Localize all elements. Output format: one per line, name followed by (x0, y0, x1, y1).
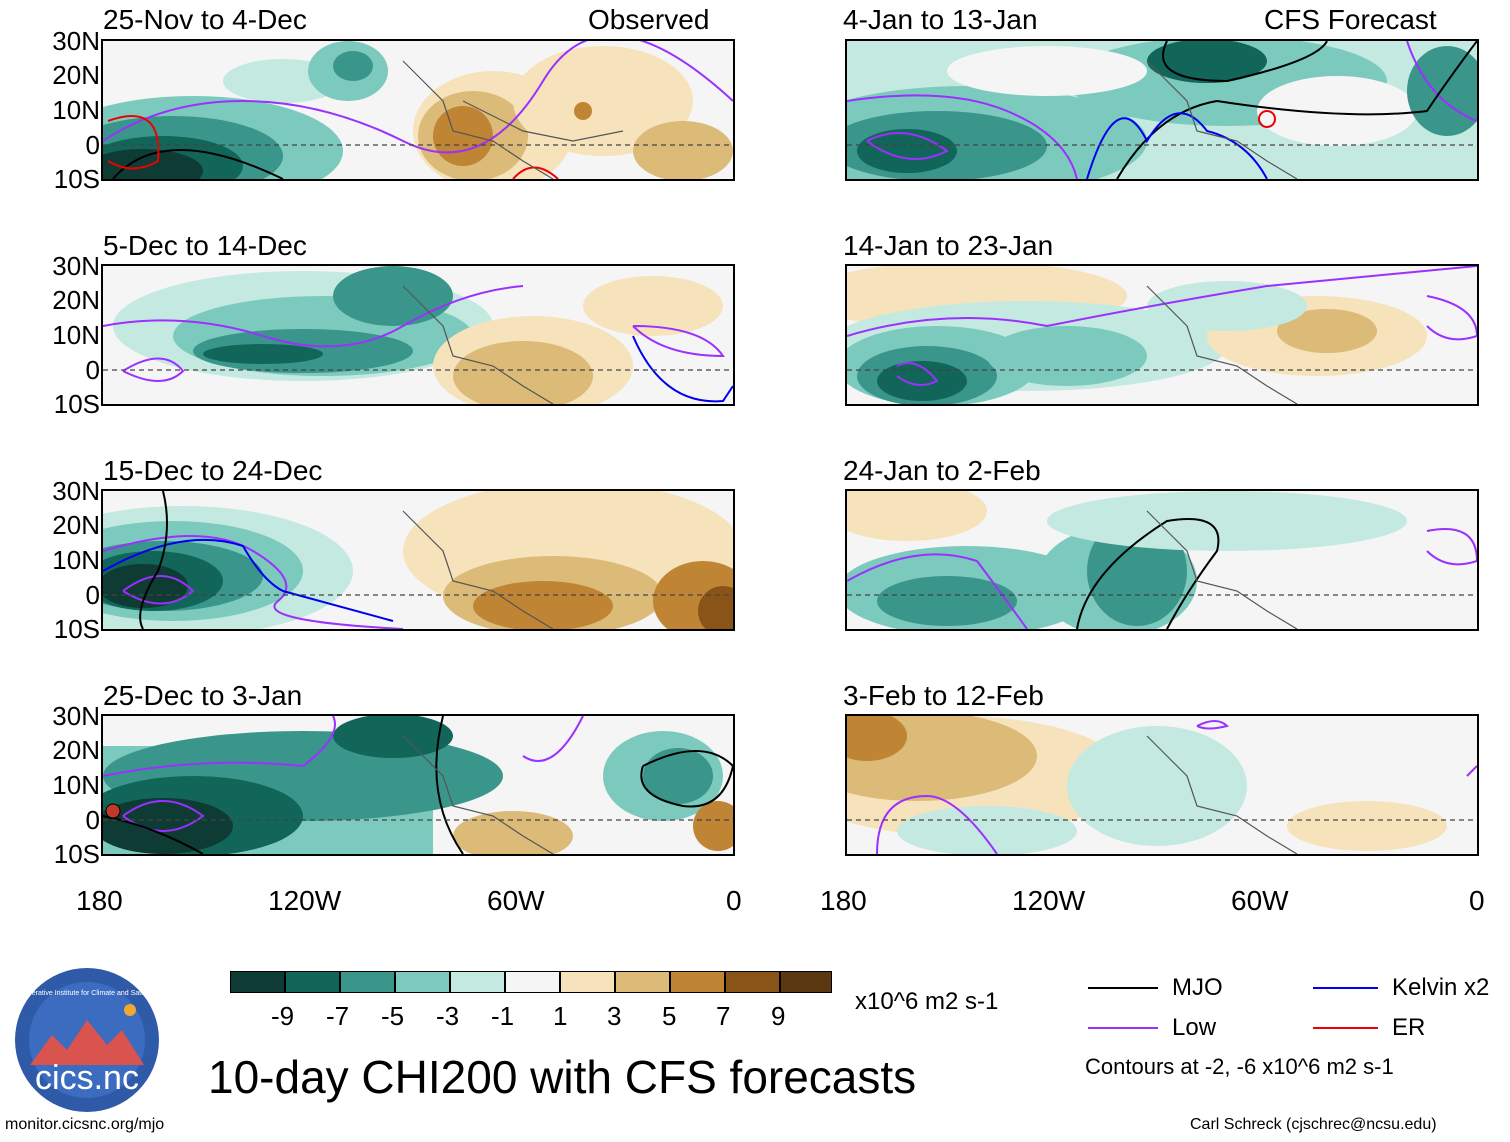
lon-label: 120W (268, 885, 342, 916)
panel-title: 25-Dec to 3-Jan (103, 680, 303, 711)
main-title: 10-day CHI200 with CFS forecasts (208, 1051, 917, 1103)
legend-label-mjo: MJO (1172, 974, 1223, 1001)
lat-label: 0 (85, 130, 100, 160)
contours-note: Contours at -2, -6 x10^6 m2 s-1 (1085, 1054, 1394, 1079)
colorbar-tick: -7 (326, 1001, 350, 1031)
lon-label: 0 (1469, 885, 1485, 916)
map-panel-forecast-1 (845, 39, 1479, 181)
lat-label: 0 (85, 580, 100, 610)
map-panel-observed-3 (101, 489, 735, 631)
footer-credit: Carl Schreck (cjschrec@ncsu.edu) (1190, 1116, 1437, 1133)
chi200-field (847, 41, 1477, 179)
lon-label: 60W (487, 885, 545, 916)
colorbar-swatch (230, 971, 285, 993)
colorbar-tick: -5 (381, 1001, 405, 1031)
footer-url: monitor.cicsnc.org/mjo (5, 1116, 165, 1133)
colorbar-tick: 3 (607, 1001, 622, 1031)
chi200-field (103, 41, 733, 179)
colorbar-swatch (615, 971, 670, 993)
map-panel-forecast-2 (845, 264, 1479, 406)
lat-label: 20N (52, 735, 100, 765)
map-panel-observed-1 (101, 39, 735, 181)
lat-label: 10N (52, 545, 100, 575)
lat-label: 30N (52, 476, 100, 506)
lat-label: 20N (52, 510, 100, 540)
legend-line-er (1313, 1027, 1378, 1029)
chi200-field (103, 266, 733, 404)
colorbar-tick: -3 (436, 1001, 460, 1031)
lon-label: 120W (1012, 885, 1086, 916)
colorbar-swatch (725, 971, 780, 993)
lat-label: 10N (52, 320, 100, 350)
panel-title: 4-Jan to 13-Jan (843, 4, 1038, 35)
colorbar-swatch (340, 971, 395, 993)
colorbar-tick: 9 (771, 1001, 786, 1031)
colorbar-swatch (395, 971, 450, 993)
chi200-field (847, 491, 1477, 629)
map-panel-observed-2 (101, 264, 735, 406)
chi200-field (847, 716, 1477, 854)
chi200-field (847, 266, 1477, 404)
colorbar-swatch (780, 971, 832, 993)
lat-label: 10N (52, 95, 100, 125)
colorbar-swatch (505, 971, 560, 993)
lon-label: 60W (1231, 885, 1289, 916)
legend-label-low: Low (1172, 1014, 1217, 1041)
lat-label: 10N (52, 770, 100, 800)
lat-label: 20N (52, 285, 100, 315)
colorbar-swatch (670, 971, 725, 993)
colorbar-swatch (560, 971, 615, 993)
colorbar-tick: -9 (271, 1001, 295, 1031)
observed-label: Observed (588, 4, 710, 35)
cfs-forecast-label: CFS Forecast (1264, 4, 1437, 35)
lat-label: 10S (53, 839, 100, 869)
colorbar-tick: 5 (662, 1001, 677, 1031)
lon-label: 180 (76, 885, 123, 916)
panel-title: 14-Jan to 23-Jan (843, 230, 1054, 261)
lat-label: 10S (53, 164, 100, 194)
lat-label: 30N (52, 26, 100, 56)
lat-label: 10S (53, 389, 100, 419)
panel-title: 24-Jan to 2-Feb (843, 455, 1041, 486)
legend-label-er: ER (1392, 1014, 1426, 1041)
lat-label: 30N (52, 251, 100, 281)
colorbar-tick: -1 (491, 1001, 515, 1031)
panel-title: 25-Nov to 4-Dec (103, 4, 307, 35)
panel-title: 15-Dec to 24-Dec (103, 455, 323, 486)
panel-title: 5-Dec to 14-Dec (103, 230, 307, 261)
panel-title: 3-Feb to 12-Feb (843, 680, 1044, 711)
lon-label: 180 (820, 885, 867, 916)
map-panel-observed-4 (101, 714, 735, 856)
map-panel-forecast-3 (845, 489, 1479, 631)
lat-label: 20N (52, 60, 100, 90)
legend-line-mjo (1088, 987, 1158, 989)
legend-line-low (1088, 1027, 1158, 1029)
lon-label: 0 (726, 885, 742, 916)
cics-logo: cics.nc Cooperative Institute for Climat… (15, 968, 159, 1112)
lat-label: 0 (85, 355, 100, 385)
colorbar-units: x10^6 m2 s-1 (855, 988, 999, 1015)
lat-label: 10S (53, 614, 100, 644)
legend-line-kelvin (1313, 987, 1378, 989)
colorbar-tick: 1 (553, 1001, 568, 1031)
colorbar-swatch (285, 971, 340, 993)
colorbar-tick: 7 (716, 1001, 731, 1031)
logo-ring-text: Cooperative Institute for Climate and Sa… (15, 990, 159, 997)
map-panel-forecast-4 (845, 714, 1479, 856)
legend-label-kelvin: Kelvin x2 (1392, 974, 1490, 1001)
lat-label: 30N (52, 701, 100, 731)
chi200-field (103, 716, 733, 854)
lat-label: 0 (85, 805, 100, 835)
chi200-field (103, 491, 733, 629)
colorbar-swatch (450, 971, 505, 993)
logo-text: cics.nc (35, 1059, 139, 1097)
